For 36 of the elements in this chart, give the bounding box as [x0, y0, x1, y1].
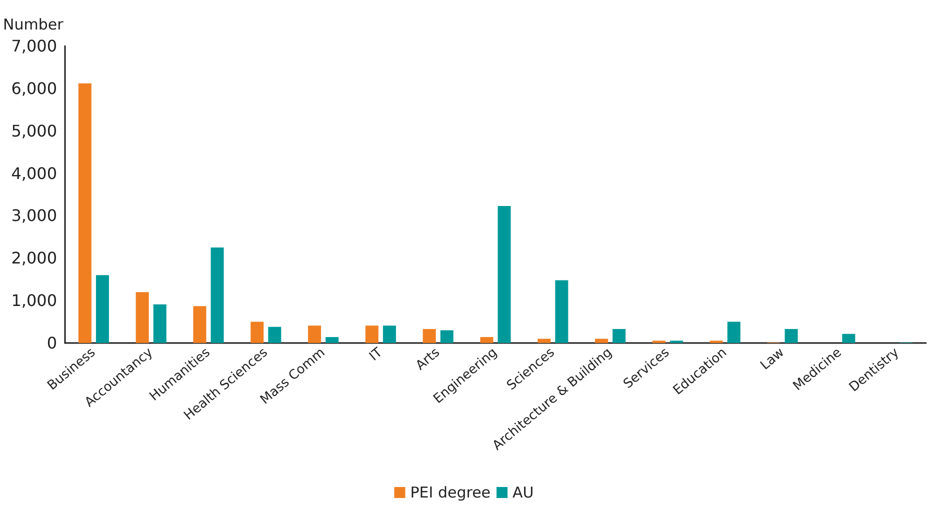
y-tick-label: 3,000 — [11, 206, 57, 226]
y-tick-label: 5,000 — [11, 121, 57, 140]
bar — [595, 338, 608, 343]
bar — [422, 329, 436, 343]
y-tick-label: 4,000 — [11, 164, 57, 183]
y-tick-label: 2,000 — [11, 248, 57, 268]
x-tick-label: IT — [366, 345, 386, 364]
bar — [96, 275, 109, 343]
bar — [268, 326, 282, 343]
bar — [842, 334, 856, 343]
bar — [136, 292, 149, 343]
bar — [78, 83, 92, 343]
bar — [308, 326, 322, 343]
bar — [727, 322, 740, 343]
y-tick-label: 7,000 — [11, 36, 57, 56]
bar — [440, 330, 454, 343]
y-axis-title: Number — [3, 16, 64, 34]
bar — [538, 338, 551, 343]
y-tick-label: 1,000 — [11, 291, 57, 310]
x-tick-label: Law — [758, 345, 788, 374]
bar — [153, 304, 166, 343]
bar — [365, 326, 378, 343]
bar — [250, 322, 264, 343]
bar — [480, 337, 494, 343]
y-tick-label: 6,000 — [11, 78, 57, 98]
bar — [210, 248, 224, 343]
bar — [555, 280, 568, 343]
bar — [498, 206, 511, 343]
y-tick-label: 0 — [46, 334, 57, 352]
bar — [784, 329, 798, 343]
bar — [193, 306, 206, 343]
bar — [382, 326, 396, 343]
legend-label: PEI degree — [410, 484, 491, 502]
bar — [612, 329, 626, 343]
legend-label: AU — [512, 484, 534, 502]
bar — [326, 337, 339, 343]
